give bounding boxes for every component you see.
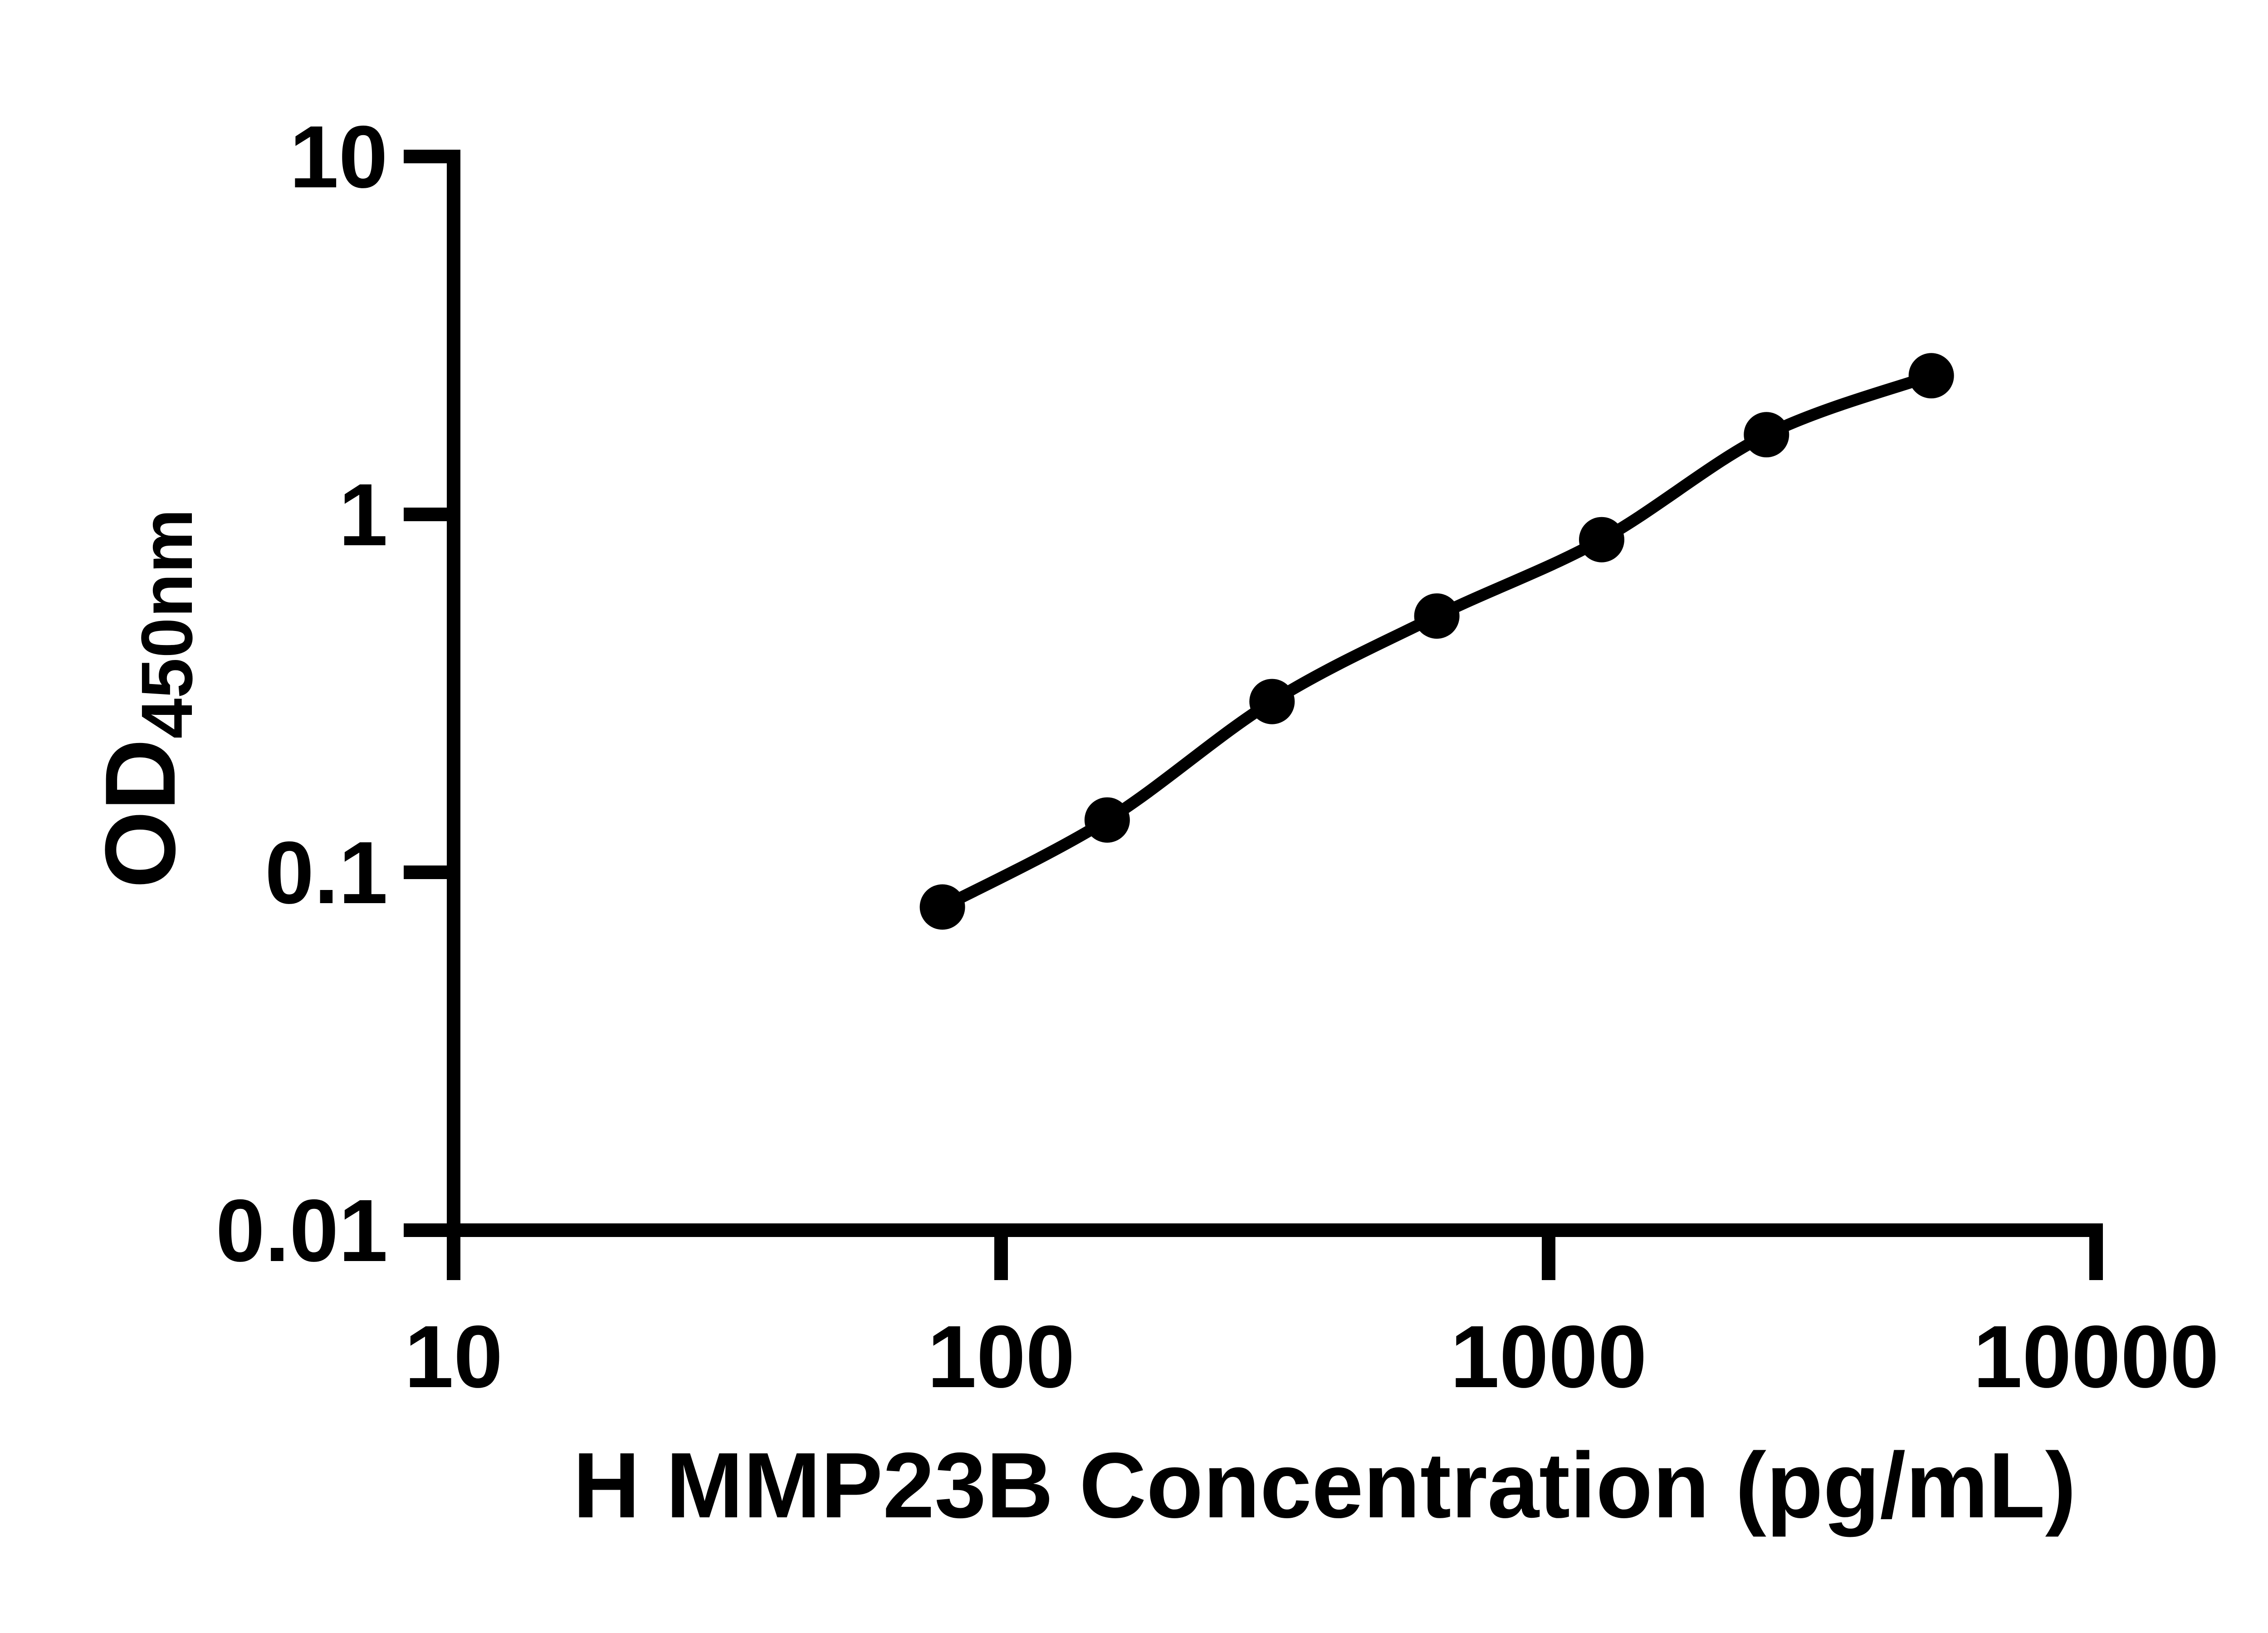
y-tick [404, 1223, 447, 1237]
data-point-marker [919, 884, 965, 930]
y-tick-label: 1 [339, 465, 388, 564]
x-axis-tick-labels: 10 100 1000 10000 [405, 1307, 2219, 1406]
data-points [919, 353, 1954, 930]
y-tick-label: 0.1 [265, 823, 388, 922]
data-point-marker [1249, 679, 1295, 724]
y-tick [404, 150, 447, 163]
y-axis-title-sub: 450nm [126, 509, 207, 739]
x-tick-label: 10 [405, 1307, 503, 1406]
x-axis-title: H MMP23B Concentration (pg/mL) [573, 1433, 2076, 1537]
y-tick [404, 508, 447, 521]
y-tick-label: 10 [289, 108, 388, 206]
y-axis-line [447, 150, 460, 1237]
x-tick-label: 10000 [1973, 1307, 2219, 1406]
y-axis-title: OD450nm [84, 509, 207, 889]
data-point-marker [1414, 593, 1460, 639]
data-point-marker [1744, 412, 1789, 458]
x-tick [994, 1237, 1008, 1280]
x-tick-label: 1000 [1450, 1307, 1647, 1406]
x-tick [447, 1237, 460, 1280]
y-tick [404, 865, 447, 879]
y-axis-tick-labels: 10 1 0.1 0.01 [215, 108, 388, 1280]
y-tick-label: 0.01 [215, 1181, 388, 1280]
x-axis-line [447, 1223, 2103, 1237]
x-tick-label: 100 [927, 1307, 1075, 1406]
data-point-marker [1908, 353, 1954, 399]
x-tick [2089, 1237, 2103, 1280]
axes [447, 150, 2103, 1237]
y-axis-title-main: OD [84, 738, 196, 888]
x-tick [1542, 1237, 1555, 1280]
data-point-marker [1579, 517, 1624, 562]
axis-ticks [404, 150, 2103, 1280]
data-point-marker [1084, 797, 1130, 843]
